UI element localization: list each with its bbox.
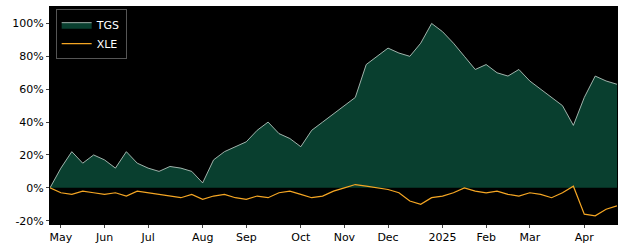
- svg-text:40%: 40%: [19, 116, 43, 129]
- svg-text:100%: 100%: [12, 17, 43, 30]
- svg-text:XLE: XLE: [97, 38, 118, 51]
- svg-text:Feb: Feb: [476, 231, 495, 244]
- svg-text:80%: 80%: [19, 50, 43, 63]
- svg-text:May: May: [50, 231, 73, 244]
- svg-text:0%: 0%: [26, 182, 43, 195]
- svg-text:Aug: Aug: [192, 231, 213, 244]
- svg-text:Jun: Jun: [95, 231, 113, 244]
- svg-text:-20%: -20%: [15, 215, 43, 228]
- svg-text:Oct: Oct: [291, 231, 311, 244]
- svg-text:2025: 2025: [429, 231, 457, 244]
- svg-text:Mar: Mar: [519, 231, 540, 244]
- svg-text:60%: 60%: [19, 83, 43, 96]
- svg-text:Nov: Nov: [334, 231, 356, 244]
- svg-text:TGS: TGS: [96, 19, 119, 32]
- svg-text:Sep: Sep: [236, 231, 257, 244]
- svg-text:Dec: Dec: [377, 231, 398, 244]
- svg-text:20%: 20%: [19, 149, 43, 162]
- svg-text:Apr: Apr: [575, 231, 595, 244]
- svg-text:Jul: Jul: [140, 231, 154, 244]
